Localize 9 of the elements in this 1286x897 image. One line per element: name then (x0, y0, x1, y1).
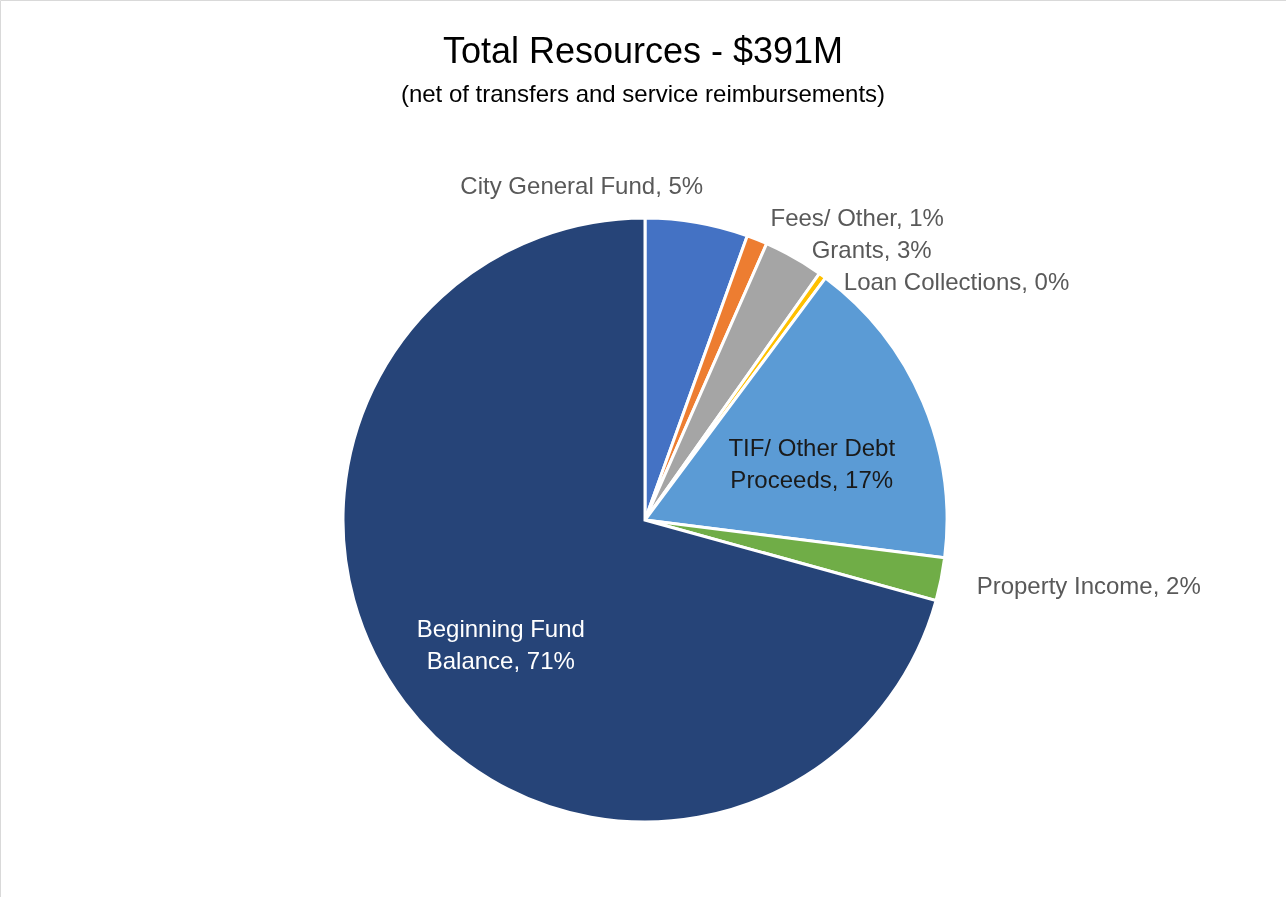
chart-subtitle: (net of transfers and service reimbursements) (400, 80, 886, 107)
slice-label: City General Fund, 5% (460, 171, 704, 199)
slice-label: Grants, 3% (811, 235, 932, 263)
slice-label: Property Income, 2% (976, 571, 1201, 599)
slice-label: TIF/ Other Debt Proceeds, 17% (728, 434, 896, 494)
slice-label: Beginning Fund Balance, 71% (416, 614, 585, 674)
chart-title: Total Resources - $391M (442, 30, 844, 71)
slice-label: Fees/ Other, 1% (770, 203, 944, 231)
slice-label: Loan Collections, 0% (843, 267, 1070, 295)
